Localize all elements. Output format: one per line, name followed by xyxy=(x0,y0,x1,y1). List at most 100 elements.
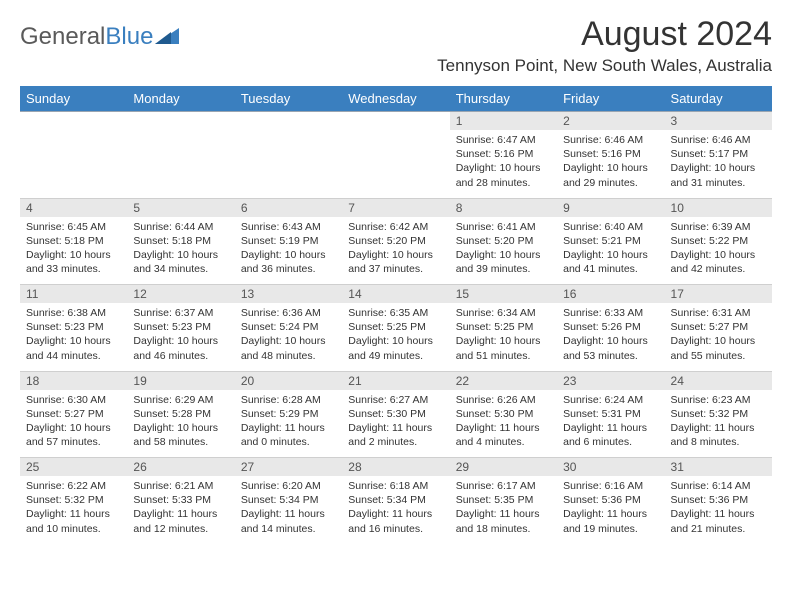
day-detail-cell: Sunrise: 6:23 AMSunset: 5:32 PMDaylight:… xyxy=(665,390,772,458)
day-number-cell: 18 xyxy=(20,371,127,390)
day-detail-cell: Sunrise: 6:27 AMSunset: 5:30 PMDaylight:… xyxy=(342,390,449,458)
day-number-cell: 1 xyxy=(450,112,557,131)
triangle-icon xyxy=(155,26,179,49)
daylight-line: Daylight: 10 hours and 53 minutes. xyxy=(563,334,658,362)
sunrise-line: Sunrise: 6:16 AM xyxy=(563,479,658,493)
sunrise-line: Sunrise: 6:35 AM xyxy=(348,306,443,320)
sunset-line: Sunset: 5:22 PM xyxy=(671,234,766,248)
sunset-line: Sunset: 5:34 PM xyxy=(241,493,336,507)
day-number-cell: 7 xyxy=(342,198,449,217)
day-detail-cell: Sunrise: 6:36 AMSunset: 5:24 PMDaylight:… xyxy=(235,303,342,371)
day-number-cell: 22 xyxy=(450,371,557,390)
day-number-row: 11121314151617 xyxy=(20,285,772,304)
daylight-line: Daylight: 11 hours and 14 minutes. xyxy=(241,507,336,535)
sunrise-line: Sunrise: 6:18 AM xyxy=(348,479,443,493)
sunrise-line: Sunrise: 6:43 AM xyxy=(241,220,336,234)
day-detail-cell: Sunrise: 6:14 AMSunset: 5:36 PMDaylight:… xyxy=(665,476,772,544)
day-detail-cell: Sunrise: 6:45 AMSunset: 5:18 PMDaylight:… xyxy=(20,217,127,285)
sunrise-line: Sunrise: 6:47 AM xyxy=(456,133,551,147)
daylight-line: Daylight: 11 hours and 18 minutes. xyxy=(456,507,551,535)
day-number-cell: 2 xyxy=(557,112,664,131)
day-detail-cell: Sunrise: 6:16 AMSunset: 5:36 PMDaylight:… xyxy=(557,476,664,544)
day-number-cell: 25 xyxy=(20,458,127,477)
daylight-line: Daylight: 10 hours and 31 minutes. xyxy=(671,161,766,189)
daylight-line: Daylight: 10 hours and 34 minutes. xyxy=(133,248,228,276)
daylight-line: Daylight: 10 hours and 55 minutes. xyxy=(671,334,766,362)
sunrise-line: Sunrise: 6:45 AM xyxy=(26,220,121,234)
daylight-line: Daylight: 10 hours and 57 minutes. xyxy=(26,421,121,449)
day-number-cell: 6 xyxy=(235,198,342,217)
page-header: GeneralBlue August 2024 Tennyson Point, … xyxy=(20,15,772,76)
sunset-line: Sunset: 5:32 PM xyxy=(671,407,766,421)
day-detail-cell: Sunrise: 6:34 AMSunset: 5:25 PMDaylight:… xyxy=(450,303,557,371)
sunset-line: Sunset: 5:20 PM xyxy=(348,234,443,248)
daylight-line: Daylight: 11 hours and 6 minutes. xyxy=(563,421,658,449)
sunrise-line: Sunrise: 6:36 AM xyxy=(241,306,336,320)
sunset-line: Sunset: 5:25 PM xyxy=(456,320,551,334)
sunset-line: Sunset: 5:27 PM xyxy=(671,320,766,334)
sunset-line: Sunset: 5:34 PM xyxy=(348,493,443,507)
day-number-cell: 19 xyxy=(127,371,234,390)
daylight-line: Daylight: 10 hours and 28 minutes. xyxy=(456,161,551,189)
daylight-line: Daylight: 10 hours and 37 minutes. xyxy=(348,248,443,276)
day-detail-row: Sunrise: 6:45 AMSunset: 5:18 PMDaylight:… xyxy=(20,217,772,285)
daylight-line: Daylight: 11 hours and 16 minutes. xyxy=(348,507,443,535)
day-detail-cell: Sunrise: 6:18 AMSunset: 5:34 PMDaylight:… xyxy=(342,476,449,544)
daylight-line: Daylight: 10 hours and 46 minutes. xyxy=(133,334,228,362)
day-detail-cell: Sunrise: 6:21 AMSunset: 5:33 PMDaylight:… xyxy=(127,476,234,544)
day-number-cell xyxy=(127,112,234,131)
sunrise-line: Sunrise: 6:28 AM xyxy=(241,393,336,407)
sunrise-line: Sunrise: 6:46 AM xyxy=(671,133,766,147)
sunrise-line: Sunrise: 6:39 AM xyxy=(671,220,766,234)
daylight-line: Daylight: 10 hours and 41 minutes. xyxy=(563,248,658,276)
sunset-line: Sunset: 5:36 PM xyxy=(563,493,658,507)
weekday-header: Tuesday xyxy=(235,86,342,112)
sunrise-line: Sunrise: 6:33 AM xyxy=(563,306,658,320)
day-detail-row: Sunrise: 6:30 AMSunset: 5:27 PMDaylight:… xyxy=(20,390,772,458)
sunset-line: Sunset: 5:18 PM xyxy=(26,234,121,248)
day-number-cell xyxy=(342,112,449,131)
daylight-line: Daylight: 11 hours and 0 minutes. xyxy=(241,421,336,449)
day-number-cell: 14 xyxy=(342,285,449,304)
day-number-row: 123 xyxy=(20,112,772,131)
day-detail-cell: Sunrise: 6:43 AMSunset: 5:19 PMDaylight:… xyxy=(235,217,342,285)
day-detail-cell: Sunrise: 6:40 AMSunset: 5:21 PMDaylight:… xyxy=(557,217,664,285)
day-number-cell: 30 xyxy=(557,458,664,477)
daylight-line: Daylight: 10 hours and 33 minutes. xyxy=(26,248,121,276)
daylight-line: Daylight: 10 hours and 51 minutes. xyxy=(456,334,551,362)
weekday-header-row: SundayMondayTuesdayWednesdayThursdayFrid… xyxy=(20,86,772,112)
sunset-line: Sunset: 5:23 PM xyxy=(133,320,228,334)
day-number-cell: 5 xyxy=(127,198,234,217)
sunset-line: Sunset: 5:32 PM xyxy=(26,493,121,507)
sunrise-line: Sunrise: 6:44 AM xyxy=(133,220,228,234)
day-detail-cell: Sunrise: 6:35 AMSunset: 5:25 PMDaylight:… xyxy=(342,303,449,371)
day-detail-cell xyxy=(127,130,234,198)
sunrise-line: Sunrise: 6:14 AM xyxy=(671,479,766,493)
sunset-line: Sunset: 5:23 PM xyxy=(26,320,121,334)
day-detail-cell: Sunrise: 6:22 AMSunset: 5:32 PMDaylight:… xyxy=(20,476,127,544)
day-detail-cell: Sunrise: 6:29 AMSunset: 5:28 PMDaylight:… xyxy=(127,390,234,458)
day-number-row: 18192021222324 xyxy=(20,371,772,390)
sunrise-line: Sunrise: 6:34 AM xyxy=(456,306,551,320)
weekday-header: Saturday xyxy=(665,86,772,112)
logo-text: GeneralBlue xyxy=(20,23,153,51)
sunset-line: Sunset: 5:16 PM xyxy=(456,147,551,161)
sunrise-line: Sunrise: 6:17 AM xyxy=(456,479,551,493)
daylight-line: Daylight: 11 hours and 12 minutes. xyxy=(133,507,228,535)
daylight-line: Daylight: 10 hours and 44 minutes. xyxy=(26,334,121,362)
sunrise-line: Sunrise: 6:31 AM xyxy=(671,306,766,320)
sunset-line: Sunset: 5:28 PM xyxy=(133,407,228,421)
day-number-cell xyxy=(235,112,342,131)
day-detail-cell xyxy=(20,130,127,198)
sunrise-line: Sunrise: 6:22 AM xyxy=(26,479,121,493)
weekday-header: Thursday xyxy=(450,86,557,112)
day-number-cell: 17 xyxy=(665,285,772,304)
sunrise-line: Sunrise: 6:38 AM xyxy=(26,306,121,320)
sunset-line: Sunset: 5:33 PM xyxy=(133,493,228,507)
sunset-line: Sunset: 5:21 PM xyxy=(563,234,658,248)
sunset-line: Sunset: 5:18 PM xyxy=(133,234,228,248)
calendar-table: SundayMondayTuesdayWednesdayThursdayFrid… xyxy=(20,86,772,544)
day-detail-cell xyxy=(342,130,449,198)
sunset-line: Sunset: 5:30 PM xyxy=(456,407,551,421)
sunset-line: Sunset: 5:31 PM xyxy=(563,407,658,421)
